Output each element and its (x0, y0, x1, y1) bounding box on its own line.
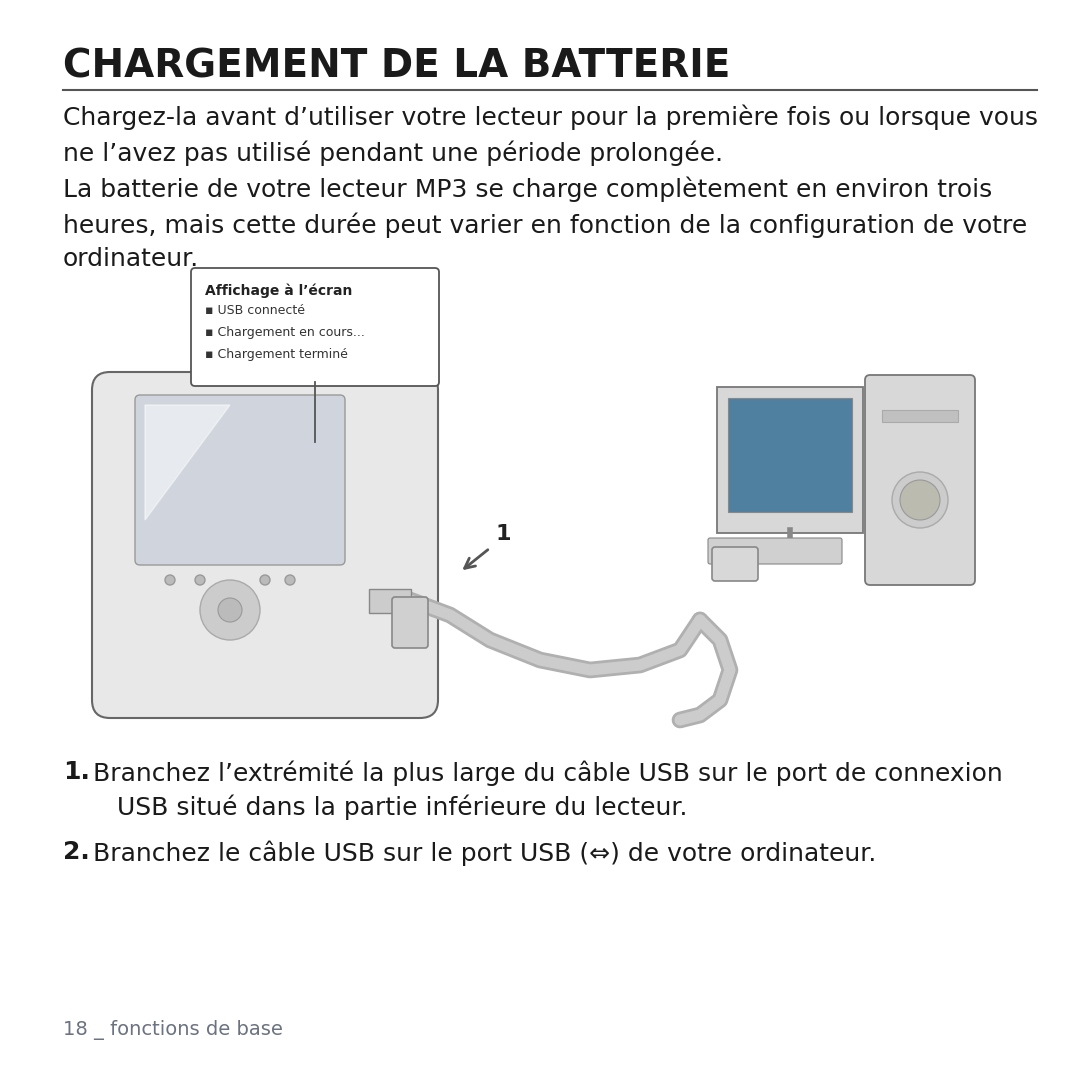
Polygon shape (145, 405, 230, 519)
Text: ▪ Chargement terminé: ▪ Chargement terminé (205, 348, 348, 361)
Text: CHARGEMENT DE LA BATTERIE: CHARGEMENT DE LA BATTERIE (63, 48, 730, 86)
FancyBboxPatch shape (135, 395, 345, 565)
Text: 2: 2 (836, 517, 851, 537)
Bar (765, 548, 815, 556)
Text: Branchez le câble USB sur le port USB (⇔) de votre ordinateur.: Branchez le câble USB sur le port USB (⇔… (93, 840, 876, 865)
Text: 2.: 2. (63, 840, 90, 864)
Text: Branchez l’extrémité la plus large du câble USB sur le port de connexion
   USB : Branchez l’extrémité la plus large du câ… (93, 760, 1002, 820)
FancyBboxPatch shape (191, 268, 438, 386)
FancyBboxPatch shape (92, 372, 438, 718)
Circle shape (900, 480, 940, 519)
Text: 1.: 1. (63, 760, 90, 784)
FancyBboxPatch shape (865, 375, 975, 585)
Text: 1: 1 (496, 524, 512, 544)
FancyBboxPatch shape (728, 399, 852, 512)
Text: ▪ USB connecté: ▪ USB connecté (205, 303, 305, 318)
Text: Affichage à l’écran: Affichage à l’écran (205, 284, 352, 298)
FancyBboxPatch shape (712, 546, 758, 581)
FancyBboxPatch shape (717, 387, 863, 534)
Circle shape (285, 575, 295, 585)
Bar (882, 410, 958, 422)
FancyBboxPatch shape (708, 538, 842, 564)
Circle shape (200, 580, 260, 640)
Circle shape (260, 575, 270, 585)
Circle shape (892, 472, 948, 528)
Text: ▪ Chargement en cours...: ▪ Chargement en cours... (205, 326, 365, 339)
Circle shape (218, 598, 242, 622)
Text: Chargez-la avant d’utiliser votre lecteur pour la première fois ou lorsque vous
: Chargez-la avant d’utiliser votre lecteu… (63, 105, 1038, 271)
FancyBboxPatch shape (392, 597, 428, 648)
Circle shape (195, 575, 205, 585)
FancyBboxPatch shape (369, 589, 411, 613)
Text: 18 _ fonctions de base: 18 _ fonctions de base (63, 1020, 283, 1040)
Circle shape (165, 575, 175, 585)
